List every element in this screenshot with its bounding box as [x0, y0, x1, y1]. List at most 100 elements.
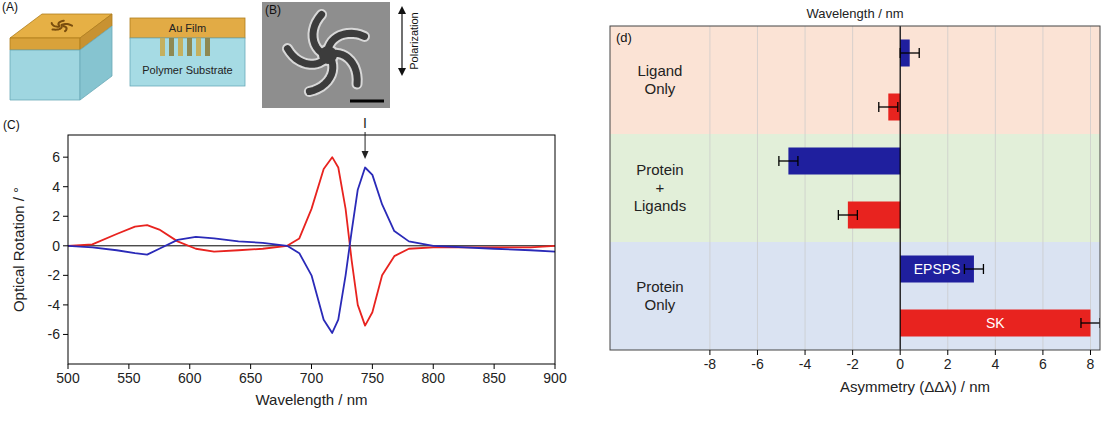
- category-band: [610, 134, 1100, 242]
- error-line: [964, 268, 983, 269]
- error-line: [1081, 322, 1100, 323]
- error-cap: [878, 102, 879, 112]
- x-tick: [189, 364, 190, 369]
- zero-line: [900, 26, 901, 350]
- x-tick-label: 750: [361, 370, 385, 386]
- arrow-head: [398, 6, 406, 14]
- y-tick: [63, 216, 68, 217]
- star-arm: [328, 33, 365, 50]
- x-tick: [433, 364, 434, 369]
- x-axis-title: Asymmetry (ΔΔλ) / nm: [840, 378, 990, 395]
- grid-line: [757, 26, 758, 350]
- x-tick: [995, 350, 996, 355]
- x-tick-label: 800: [422, 370, 446, 386]
- gammadion-arm: [62, 24, 72, 26]
- x-tick: [1042, 350, 1043, 355]
- plot-frame: [610, 26, 1100, 350]
- y-tick-label: -4: [48, 297, 61, 313]
- arrow-head: [398, 68, 406, 76]
- grid-line: [805, 26, 806, 350]
- x-tick: [805, 350, 806, 355]
- x-tick: [128, 364, 129, 369]
- error-line: [838, 214, 857, 215]
- x-tick-label: 700: [300, 370, 324, 386]
- scale-bar: [350, 100, 384, 103]
- y-tick: [63, 157, 68, 158]
- x-axis-title: Wavelength / nm: [256, 391, 368, 408]
- category-label: ProteinOnly: [636, 278, 684, 313]
- y-axis-title: Optical Rotation / °: [10, 187, 27, 312]
- error-cap: [1080, 318, 1081, 328]
- y-tick-label: 6: [52, 149, 60, 165]
- series-label: SK: [986, 315, 1005, 331]
- error-cap: [778, 156, 779, 166]
- polarization-label: Polarization: [408, 12, 420, 69]
- grid-line: [995, 26, 996, 350]
- series-label: EPSPS: [914, 261, 961, 277]
- error-line: [900, 52, 919, 53]
- error-cap: [983, 264, 984, 274]
- panel-label: (A): [2, 0, 18, 14]
- x-tick-label: 4: [991, 356, 999, 372]
- nanostructure-insert: [187, 38, 192, 56]
- error-bar: [900, 48, 919, 58]
- x-tick-label: 900: [543, 370, 567, 386]
- nanostructure-insert: [178, 38, 183, 56]
- nanostructure-insert: [205, 38, 210, 56]
- y-tick: [63, 245, 68, 246]
- series-group: [68, 157, 555, 333]
- grid-line: [852, 26, 853, 350]
- star-arm: [313, 15, 323, 54]
- error-line: [779, 160, 798, 161]
- error-cap: [838, 210, 839, 220]
- x-tick-label: 550: [117, 370, 141, 386]
- bar: [900, 310, 1090, 337]
- error-bar: [879, 102, 898, 112]
- nanostructure-insert: [169, 38, 174, 56]
- category-band: [610, 26, 1100, 134]
- cube-blue-front: [10, 50, 80, 100]
- x-tick: [947, 350, 948, 355]
- x-tick: [372, 364, 373, 369]
- spectrum-line: [68, 157, 555, 325]
- category-label: Protein+Ligands: [634, 161, 687, 214]
- category-label-line: Ligands: [634, 197, 687, 214]
- star-center: [319, 46, 337, 64]
- category-label-line: Protein: [636, 278, 684, 295]
- y-tick-label: 2: [52, 208, 60, 224]
- x-tick-label: 500: [56, 370, 80, 386]
- panel-label: (d): [616, 30, 632, 45]
- category-label-line: +: [656, 179, 665, 196]
- grid-line: [709, 26, 710, 350]
- sem-image: [262, 2, 390, 108]
- bars-group: [779, 40, 1100, 337]
- category-label-line: Only: [645, 296, 676, 313]
- error-line: [879, 106, 898, 107]
- x-tick: [757, 350, 758, 355]
- bar: [788, 148, 900, 175]
- zero-line: [68, 245, 555, 246]
- grid-line: [947, 26, 948, 350]
- y-tick-label: -2: [48, 267, 61, 283]
- error-cap: [797, 156, 798, 166]
- category-label-line: Protein: [636, 161, 684, 178]
- grid-line: [900, 26, 901, 350]
- y-tick-label: 0: [52, 238, 60, 254]
- x-tick-label: -8: [704, 356, 717, 372]
- category-label: LigandOnly: [637, 62, 682, 97]
- polarization-arrow: [401, 12, 402, 70]
- x-tick: [494, 364, 495, 369]
- x-tick-label: -4: [799, 356, 812, 372]
- au-film-layer: [130, 18, 245, 38]
- gammadion-arm: [63, 26, 67, 31]
- grid-line: [1090, 26, 1091, 350]
- x-tick: [900, 350, 901, 355]
- y-tick: [63, 186, 68, 187]
- error-cap: [964, 264, 965, 274]
- nanostructure-insert: [196, 38, 201, 56]
- error-bar: [838, 210, 857, 220]
- panel-label: (C): [3, 118, 20, 132]
- error-cap: [897, 102, 898, 112]
- cube-blue-side: [80, 26, 112, 100]
- error-cap: [919, 48, 920, 58]
